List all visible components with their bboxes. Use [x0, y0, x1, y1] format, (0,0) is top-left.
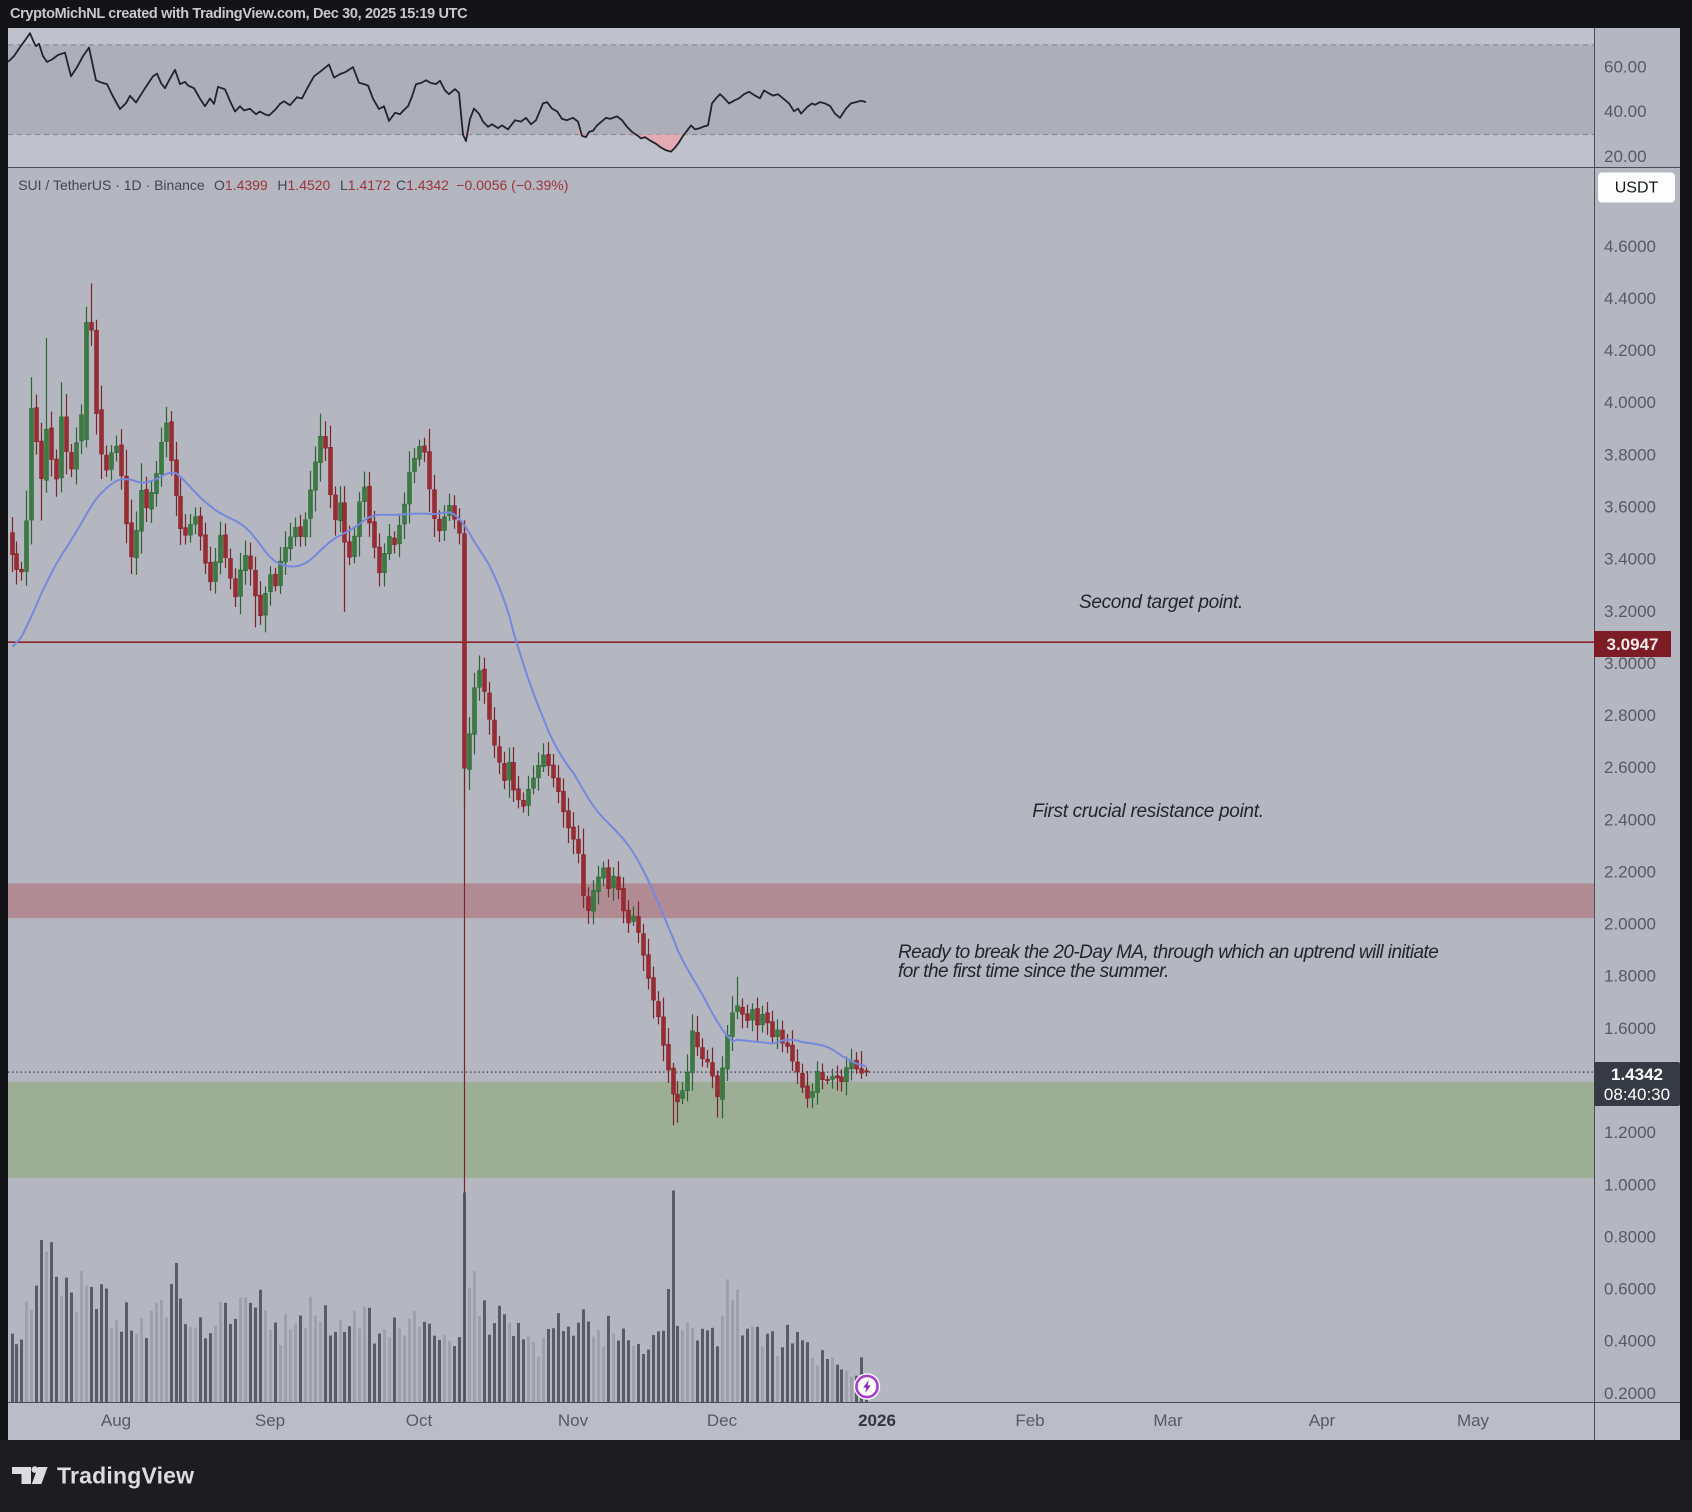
- svg-text:Ready to break the 20-Day MA,: Ready to break the 20-Day MA, through wh…: [898, 942, 1438, 963]
- svg-text:3.2000: 3.2000: [1604, 602, 1656, 621]
- svg-text:Oct: Oct: [406, 1411, 433, 1430]
- svg-text:Second target point.: Second target point.: [1079, 592, 1243, 613]
- svg-text:60.00: 60.00: [1604, 57, 1647, 76]
- svg-text:08:40:30: 08:40:30: [1604, 1085, 1670, 1104]
- svg-text:2.8000: 2.8000: [1604, 706, 1656, 725]
- svg-text:USDT: USDT: [1615, 180, 1659, 197]
- svg-text:May: May: [1457, 1411, 1490, 1430]
- svg-text:3.0947: 3.0947: [1607, 635, 1659, 654]
- svg-text:3.6000: 3.6000: [1604, 498, 1656, 517]
- svg-text:3.8000: 3.8000: [1604, 445, 1656, 464]
- svg-text:Sep: Sep: [255, 1411, 285, 1430]
- svg-text:TradingView: TradingView: [57, 1463, 194, 1489]
- svg-text:0.2000: 0.2000: [1604, 1384, 1656, 1403]
- svg-text:First crucial resistance point: First crucial resistance point.: [1032, 801, 1263, 822]
- svg-text:Aug: Aug: [101, 1411, 131, 1430]
- svg-text:0.6000: 0.6000: [1604, 1280, 1656, 1299]
- svg-text:4.6000: 4.6000: [1604, 237, 1656, 256]
- svg-text:1.8000: 1.8000: [1604, 967, 1656, 986]
- svg-text:Dec: Dec: [707, 1411, 738, 1430]
- svg-text:2.6000: 2.6000: [1604, 758, 1656, 777]
- svg-text:1.4342: 1.4342: [1611, 1065, 1663, 1084]
- svg-text:4.2000: 4.2000: [1604, 341, 1656, 360]
- svg-text:1.2000: 1.2000: [1604, 1123, 1656, 1142]
- svg-text:2.0000: 2.0000: [1604, 915, 1656, 934]
- svg-text:20.00: 20.00: [1604, 147, 1647, 166]
- svg-text:0.4000: 0.4000: [1604, 1332, 1656, 1351]
- svg-text:0.8000: 0.8000: [1604, 1227, 1656, 1246]
- svg-text:4.4000: 4.4000: [1604, 289, 1656, 308]
- svg-text:Feb: Feb: [1015, 1411, 1044, 1430]
- svg-text:3.4000: 3.4000: [1604, 550, 1656, 569]
- svg-text:3.0000: 3.0000: [1604, 654, 1656, 673]
- svg-text:2.4000: 2.4000: [1604, 810, 1656, 829]
- svg-text:40.00: 40.00: [1604, 102, 1647, 121]
- svg-text:2.2000: 2.2000: [1604, 863, 1656, 882]
- svg-text:1.6000: 1.6000: [1604, 1019, 1656, 1038]
- svg-text:Nov: Nov: [558, 1411, 589, 1430]
- svg-text:Mar: Mar: [1153, 1411, 1183, 1430]
- svg-text:1.0000: 1.0000: [1604, 1175, 1656, 1194]
- svg-text:for the first time since the s: for the first time since the summer.: [898, 961, 1169, 982]
- svg-text:4.0000: 4.0000: [1604, 393, 1656, 412]
- svg-text:2026: 2026: [858, 1411, 896, 1430]
- svg-text:Apr: Apr: [1309, 1411, 1336, 1430]
